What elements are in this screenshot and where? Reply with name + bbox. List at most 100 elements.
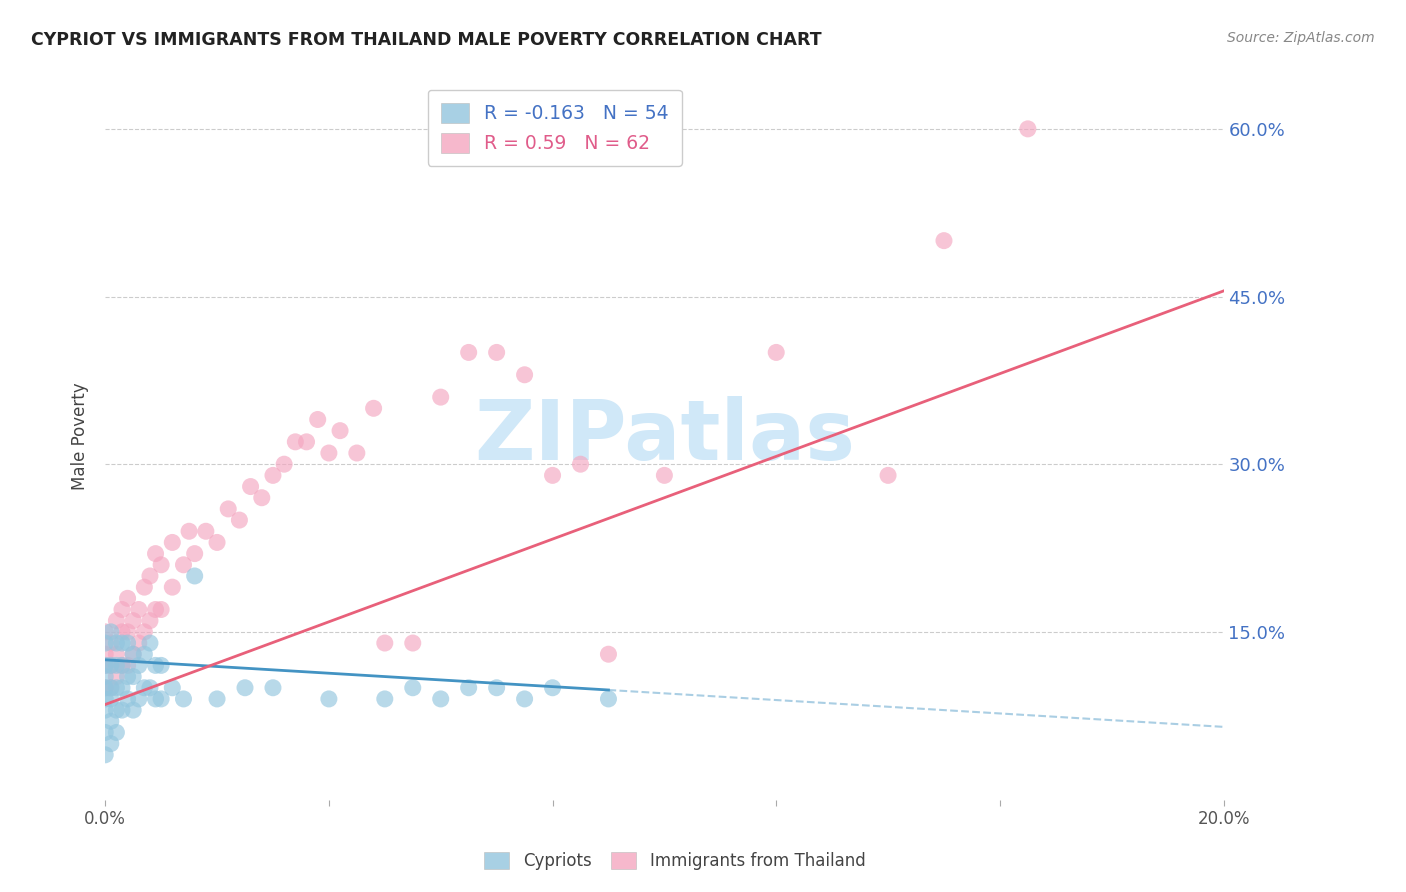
Point	[117, 591, 139, 606]
Point	[402, 636, 425, 650]
Legend: R = -0.163   N = 54, R = 0.59   N = 62: R = -0.163 N = 54, R = 0.59 N = 62	[427, 89, 682, 166]
Point	[94, 647, 117, 661]
Point	[105, 658, 128, 673]
Point	[162, 580, 184, 594]
Point	[262, 681, 284, 695]
Point	[94, 703, 117, 717]
Point	[139, 681, 162, 695]
Point	[598, 647, 620, 661]
Point	[318, 446, 340, 460]
Point	[94, 681, 117, 695]
Point	[117, 624, 139, 639]
Point	[111, 658, 134, 673]
Point	[100, 658, 122, 673]
Point	[111, 703, 134, 717]
Point	[541, 468, 564, 483]
Point	[100, 624, 122, 639]
Point	[250, 491, 273, 505]
Point	[177, 524, 200, 539]
Point	[329, 424, 352, 438]
Point	[183, 547, 205, 561]
Point	[284, 434, 307, 449]
Point	[100, 692, 122, 706]
Point	[122, 669, 145, 683]
Point	[262, 468, 284, 483]
Point	[457, 681, 479, 695]
Point	[318, 692, 340, 706]
Point	[117, 669, 139, 683]
Point	[513, 368, 536, 382]
Point	[128, 636, 150, 650]
Point	[273, 457, 295, 471]
Point	[429, 692, 451, 706]
Text: CYPRIOT VS IMMIGRANTS FROM THAILAND MALE POVERTY CORRELATION CHART: CYPRIOT VS IMMIGRANTS FROM THAILAND MALE…	[31, 31, 821, 49]
Point	[457, 345, 479, 359]
Point	[139, 569, 162, 583]
Point	[117, 658, 139, 673]
Point	[111, 681, 134, 695]
Point	[194, 524, 217, 539]
Point	[94, 636, 117, 650]
Point	[128, 602, 150, 616]
Point	[145, 692, 167, 706]
Point	[105, 614, 128, 628]
Point	[117, 692, 139, 706]
Point	[139, 614, 162, 628]
Point	[877, 468, 900, 483]
Text: Source: ZipAtlas.com: Source: ZipAtlas.com	[1227, 31, 1375, 45]
Point	[94, 658, 117, 673]
Point	[402, 681, 425, 695]
Point	[239, 479, 262, 493]
Point	[100, 714, 122, 729]
Point	[145, 602, 167, 616]
Point	[541, 681, 564, 695]
Point	[111, 624, 134, 639]
Point	[307, 412, 329, 426]
Point	[173, 558, 195, 572]
Y-axis label: Male Poverty: Male Poverty	[72, 383, 89, 490]
Point	[233, 681, 256, 695]
Point	[205, 535, 228, 549]
Point	[654, 468, 676, 483]
Point	[105, 636, 128, 650]
Point	[183, 569, 205, 583]
Point	[111, 658, 134, 673]
Point	[363, 401, 385, 416]
Point	[94, 725, 117, 739]
Point	[128, 658, 150, 673]
Point	[105, 669, 128, 683]
Point	[205, 692, 228, 706]
Point	[485, 681, 508, 695]
Point	[105, 681, 128, 695]
Point	[569, 457, 592, 471]
Point	[374, 692, 396, 706]
Point	[513, 692, 536, 706]
Point	[134, 681, 156, 695]
Point	[122, 614, 145, 628]
Point	[100, 681, 122, 695]
Text: ZIPatlas: ZIPatlas	[474, 396, 855, 476]
Legend: Cypriots, Immigrants from Thailand: Cypriots, Immigrants from Thailand	[478, 845, 872, 877]
Point	[111, 636, 134, 650]
Point	[122, 647, 145, 661]
Point	[94, 747, 117, 762]
Point	[94, 692, 117, 706]
Point	[374, 636, 396, 650]
Point	[1017, 121, 1039, 136]
Point	[162, 535, 184, 549]
Point	[100, 737, 122, 751]
Point	[111, 602, 134, 616]
Point	[139, 636, 162, 650]
Point	[932, 234, 955, 248]
Point	[94, 669, 117, 683]
Point	[217, 502, 239, 516]
Point	[150, 692, 173, 706]
Point	[145, 658, 167, 673]
Point	[105, 647, 128, 661]
Point	[485, 345, 508, 359]
Point	[145, 547, 167, 561]
Point	[295, 434, 318, 449]
Point	[429, 390, 451, 404]
Point	[162, 681, 184, 695]
Point	[134, 624, 156, 639]
